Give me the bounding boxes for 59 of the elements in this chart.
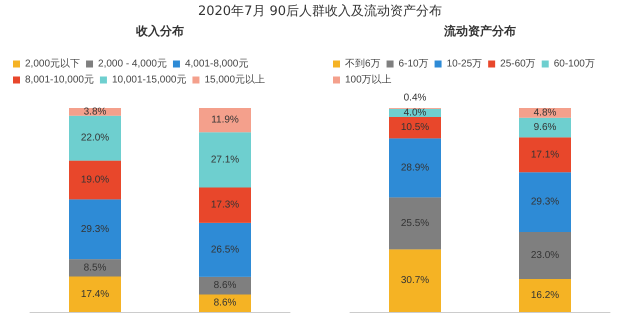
data-label: 4.0% bbox=[404, 107, 427, 118]
bar bbox=[199, 276, 251, 294]
data-label: 17.1% bbox=[530, 149, 560, 160]
bar bbox=[389, 116, 441, 138]
legend-label: 15,000元以上 bbox=[204, 74, 266, 86]
bar bbox=[69, 199, 121, 260]
legend-label: 2,000 - 4,000元 bbox=[98, 58, 167, 70]
bar bbox=[519, 278, 571, 312]
legend-label: 4,001-8,000元 bbox=[184, 58, 248, 70]
bar bbox=[389, 197, 441, 250]
bar bbox=[389, 249, 441, 312]
bar bbox=[199, 188, 251, 223]
data-label: 3.8% bbox=[84, 106, 107, 118]
data-label: 28.9% bbox=[400, 162, 430, 174]
legend-label: 10-25万 bbox=[446, 58, 482, 70]
legend-label: 10,001-15,000元 bbox=[112, 74, 186, 86]
bar bbox=[519, 118, 571, 138]
data-label: 27.1% bbox=[210, 154, 240, 166]
bar bbox=[69, 116, 121, 161]
data-label: 17.4% bbox=[80, 288, 110, 300]
data-label: 22.0% bbox=[80, 132, 110, 144]
bar bbox=[199, 294, 251, 312]
data-label: 26.5% bbox=[210, 244, 240, 256]
data-label: 30.7% bbox=[400, 275, 430, 286]
legend-label: 100万以上 bbox=[345, 74, 392, 86]
chart-title: 流动资产分布 bbox=[443, 24, 516, 38]
text: 2020年7月 90后人群收入及流动资产分布 bbox=[196, 3, 444, 20]
bar bbox=[519, 137, 571, 172]
data-label: 10.5% bbox=[400, 122, 430, 134]
legend-label: 2,000元以下 bbox=[25, 58, 80, 70]
data-label: 9.6% bbox=[534, 122, 557, 134]
data-label: 8.6% bbox=[214, 298, 237, 309]
bar bbox=[69, 276, 121, 312]
bar bbox=[519, 172, 571, 232]
legend-label: 25-60万 bbox=[500, 58, 536, 70]
data-label: 29.3% bbox=[80, 224, 110, 235]
bar bbox=[69, 259, 121, 277]
data-label: 17.3% bbox=[210, 200, 240, 211]
bar bbox=[199, 108, 251, 132]
data-label: 29.3% bbox=[530, 196, 560, 208]
chart-subtitle: 收入分布 bbox=[136, 24, 184, 38]
bar bbox=[199, 132, 251, 188]
data-label: 25.5% bbox=[400, 218, 430, 229]
data-label: 16.2% bbox=[530, 290, 560, 301]
legend-label: 8,001-10,000元 bbox=[25, 74, 94, 86]
bar bbox=[389, 138, 441, 198]
data-label: 0.4% bbox=[404, 92, 427, 104]
bar bbox=[519, 232, 571, 279]
legend-label: 6-10万 bbox=[398, 58, 429, 70]
data-label: 23.0% bbox=[530, 250, 560, 261]
data-label: 8.6% bbox=[214, 280, 237, 292]
data-label: 4.8% bbox=[534, 107, 557, 118]
bar bbox=[199, 222, 251, 277]
bar bbox=[69, 160, 121, 200]
legend-label: 不到6万 bbox=[345, 58, 381, 70]
legend-label: 60-100万 bbox=[554, 58, 595, 70]
data-label: 8.5% bbox=[84, 262, 107, 274]
data-label: 19.0% bbox=[80, 174, 110, 186]
data-label: 11.9% bbox=[211, 114, 239, 126]
